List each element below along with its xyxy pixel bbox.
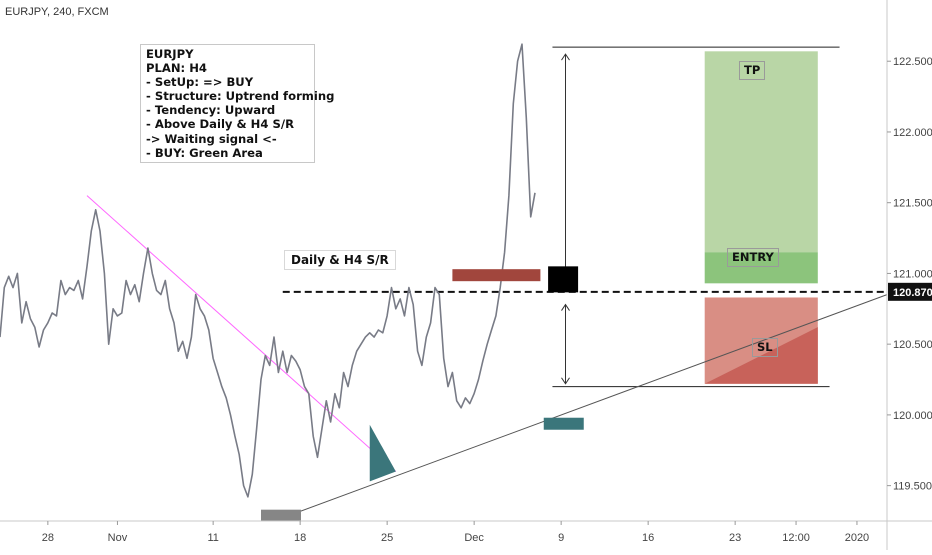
sr-red-marker <box>452 269 541 282</box>
y-tick-label: 122.500 <box>893 56 932 68</box>
y-tick-label: 121.500 <box>893 198 932 210</box>
teal-triangle <box>369 424 396 482</box>
x-tick-label: 2020 <box>845 532 869 544</box>
y-tick-label: 121.000 <box>893 268 932 280</box>
markers <box>261 266 584 521</box>
x-tick-label: Nov <box>108 532 128 544</box>
x-tick-label: 25 <box>381 532 393 544</box>
x-tick-label: 23 <box>729 532 741 544</box>
y-tick-label: 120.000 <box>893 410 932 422</box>
sr-line-label: Daily & H4 S/R <box>284 250 396 270</box>
uptrend-line <box>273 294 888 522</box>
x-tick-label: 12:00 <box>782 532 810 544</box>
entry-label: ENTRY <box>727 248 779 267</box>
x-tick-label: 11 <box>207 532 218 544</box>
teal-marker-bottom <box>543 417 584 430</box>
plan-note-line: - Tendency: Upward <box>146 103 276 118</box>
x-tick-label: 18 <box>294 532 306 544</box>
plan-note-line: - SetUp: => BUY <box>146 75 254 90</box>
tp-zone <box>704 51 818 253</box>
price-series <box>0 43 536 498</box>
y-tick-label: 119.500 <box>893 481 932 493</box>
downtrend-line <box>86 195 397 472</box>
price-line <box>0 43 536 498</box>
plan-note-line: - Structure: Uptrend forming <box>146 89 335 104</box>
signal-black-box <box>548 266 579 293</box>
sl-label: SL <box>752 338 778 357</box>
price-tag: 120.870 <box>893 287 932 299</box>
y-tick-label: 120.500 <box>893 339 932 351</box>
x-tick-label: Dec <box>464 532 484 544</box>
symbol-header: EURJPY, 240, FXCM <box>5 6 109 18</box>
annotation-lines <box>86 46 888 522</box>
plan-note-line: PLAN: H4 <box>146 61 208 76</box>
tp-distance-arrow-head-top <box>561 53 570 61</box>
plan-note-line: -> Waiting signal <- <box>146 131 277 146</box>
y-tick-label: 122.000 <box>893 127 932 139</box>
x-tick-label: 9 <box>558 532 564 544</box>
x-tick-label: 28 <box>42 532 54 544</box>
plan-note-line: - Above Daily & H4 S/R <box>146 117 294 132</box>
trade-zones <box>704 51 818 384</box>
plan-note-line: EURJPY <box>146 47 194 61</box>
gray-marker <box>261 509 301 521</box>
sl-distance-arrow-head-bottom <box>561 377 570 385</box>
x-tick-label: 16 <box>642 532 654 544</box>
plan-notes-box: EURJPY PLAN: H4 - SetUp: => BUY - Struct… <box>140 44 335 163</box>
sl-wedge <box>704 327 818 384</box>
plan-note-line: - BUY: Green Area <box>146 145 263 160</box>
sl-distance-arrow-head-top <box>561 303 570 311</box>
entry-zone <box>704 252 818 284</box>
price-tag-bg <box>888 282 932 301</box>
tp-label: TP <box>739 61 766 80</box>
